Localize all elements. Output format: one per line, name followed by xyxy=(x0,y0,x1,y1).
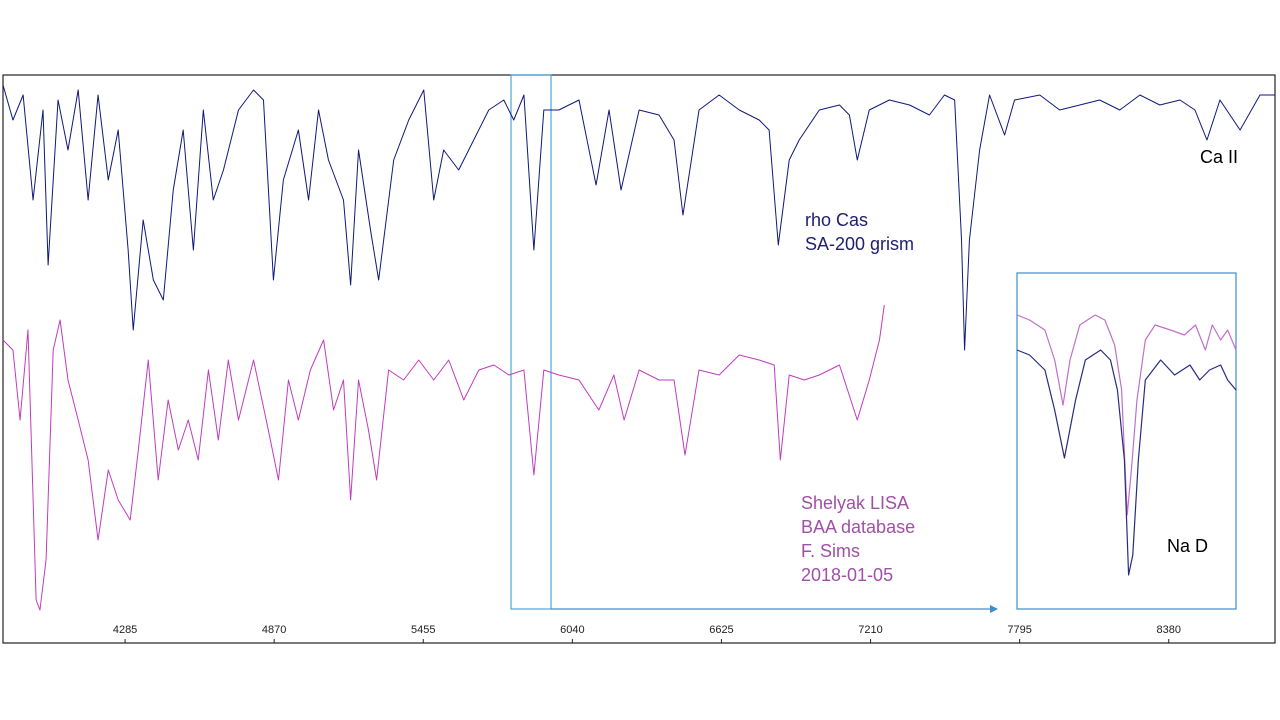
x-tick-label: 4870 xyxy=(262,624,286,636)
x-tick-label: 6625 xyxy=(709,624,733,636)
spectrum-line xyxy=(2,84,1275,351)
annotation: rho Cas xyxy=(805,210,868,230)
plot-frame xyxy=(2,74,1276,644)
annotation: F. Sims xyxy=(801,541,860,561)
x-tick-label: 4285 xyxy=(113,624,137,636)
spectrum-line xyxy=(2,304,885,611)
x-tick-label: 8380 xyxy=(1156,624,1180,636)
x-tick-label: 5455 xyxy=(411,624,435,636)
spectrum-line xyxy=(1016,314,1237,516)
annotation: BAA database xyxy=(801,517,915,537)
x-tick-label: 6040 xyxy=(560,624,584,636)
spectrum-line xyxy=(1016,349,1237,576)
annotation: Shelyak LISA xyxy=(801,493,909,513)
arrow-head xyxy=(990,605,998,613)
annotation: 2018-01-05 xyxy=(801,565,893,585)
annotation: SA-200 grism xyxy=(805,234,914,254)
x-tick-label: 7795 xyxy=(1007,624,1031,636)
highlight-box xyxy=(510,74,552,610)
x-tick-label: 7210 xyxy=(858,624,882,636)
inset-frame xyxy=(1016,272,1237,610)
annotation: Ca II xyxy=(1200,147,1238,167)
annotation: Na D xyxy=(1167,536,1208,556)
